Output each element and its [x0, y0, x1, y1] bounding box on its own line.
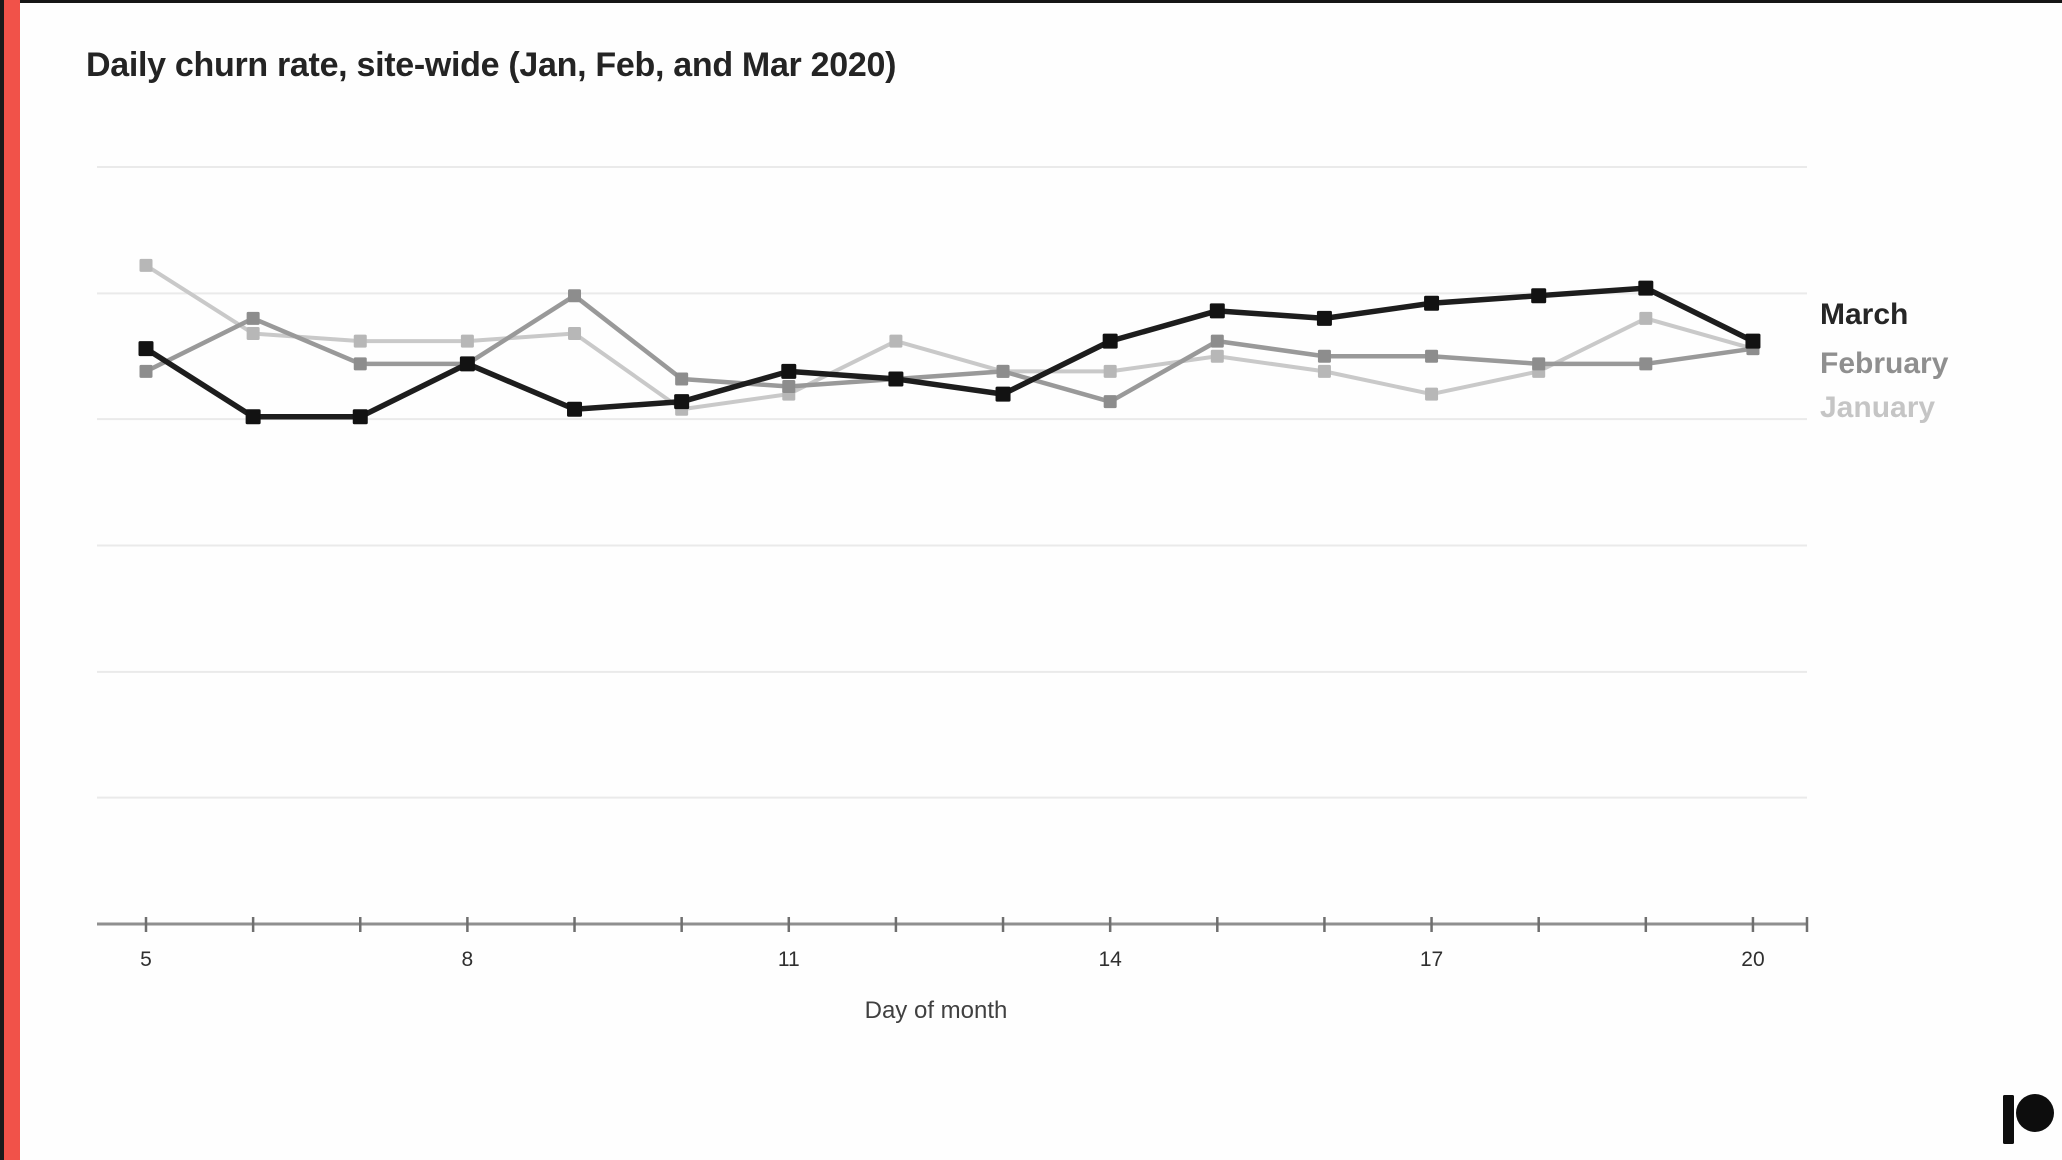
series-marker-march: [1102, 333, 1118, 349]
series-line-february: [145, 293, 1754, 404]
series-marker-march: [138, 341, 154, 357]
series-marker-january: [1210, 349, 1224, 363]
series-marker-march: [245, 409, 261, 425]
series-marker-january: [353, 334, 367, 348]
legend-label-february: February: [1820, 347, 1949, 380]
series-line-march: [144, 285, 1755, 420]
series-marker-march: [1424, 295, 1440, 311]
series-marker-february: [1317, 349, 1331, 363]
series-marker-january: [1639, 311, 1653, 325]
series-marker-january: [1425, 387, 1439, 401]
x-tick-label: 8: [462, 948, 474, 971]
series-marker-march: [1638, 280, 1654, 296]
series-marker-january: [460, 334, 474, 348]
series-marker-january: [1103, 364, 1117, 378]
series-marker-january: [1317, 364, 1331, 378]
series-marker-march: [1209, 303, 1225, 319]
series-marker-march: [1531, 288, 1547, 304]
series-marker-march: [888, 371, 904, 387]
x-axis-title: Day of month: [865, 997, 1008, 1024]
top-border-line: [0, 0, 2062, 3]
series-marker-january: [246, 327, 260, 341]
series-marker-march: [352, 409, 368, 425]
series-marker-february: [1210, 334, 1224, 348]
patreon-logo-bar: [2003, 1095, 2014, 1144]
series-marker-february: [139, 364, 153, 378]
series-marker-january: [139, 258, 153, 272]
left-accent-bar: [4, 0, 20, 1160]
series-marker-march: [1745, 333, 1761, 349]
legend-label-january: January: [1820, 391, 1935, 424]
series-line-january: [144, 263, 1754, 412]
patreon-logo: [2003, 1094, 2054, 1144]
left-edge-strip: [0, 0, 4, 1160]
series-marker-february: [1103, 395, 1117, 409]
series-marker-february: [1639, 357, 1653, 371]
series-marker-february: [353, 357, 367, 371]
series-marker-march: [995, 386, 1011, 402]
legend-label-march: March: [1820, 298, 1908, 331]
series-marker-march: [459, 356, 475, 372]
series-marker-march: [1316, 310, 1332, 326]
x-tick-label: 5: [140, 948, 152, 971]
series-marker-february: [675, 372, 689, 386]
patreon-logo-circle: [2016, 1094, 2054, 1132]
x-tick-label: 17: [1420, 948, 1443, 971]
series-marker-february: [1532, 357, 1546, 371]
chart-title: Daily churn rate, site-wide (Jan, Feb, a…: [86, 46, 897, 84]
x-tick-label: 14: [1098, 948, 1122, 971]
series-marker-march: [781, 363, 797, 379]
x-tick-label: 20: [1741, 948, 1764, 971]
x-tick-label: 11: [778, 948, 800, 971]
series-marker-january: [889, 334, 903, 348]
series-marker-march: [674, 394, 690, 410]
series-marker-january: [568, 327, 582, 341]
series-marker-march: [567, 401, 583, 417]
series-marker-february: [568, 289, 582, 303]
series-marker-february: [996, 364, 1010, 378]
series-marker-february: [782, 380, 796, 394]
series-marker-february: [246, 311, 260, 325]
series-marker-february: [1425, 349, 1439, 363]
